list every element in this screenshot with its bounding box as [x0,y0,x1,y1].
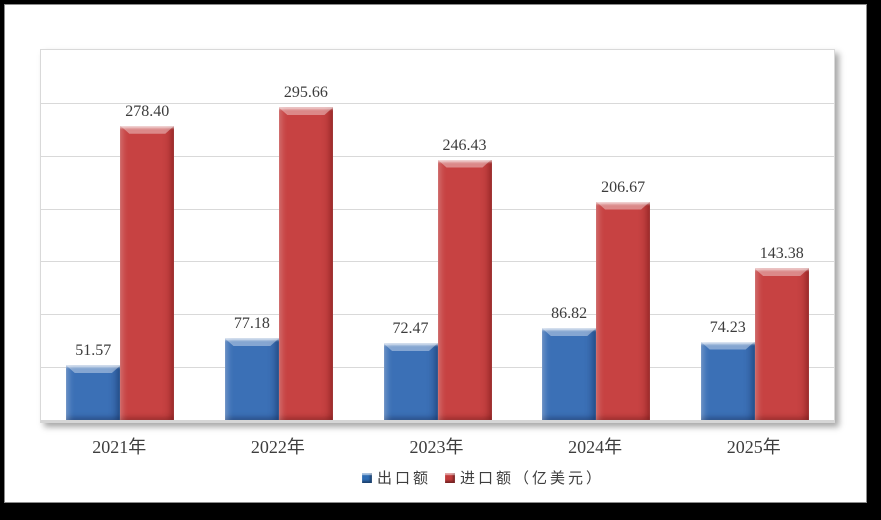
export-swatch-icon [362,472,372,483]
x-axis-label-2021年: 2021年 [92,437,147,457]
bar-import-2022年 [278,107,333,420]
bar-value-label-import-2025年: 143.38 [759,245,804,263]
x-axis-label-2022年: 2022年 [250,437,305,457]
gridline [41,155,834,157]
bar-value-label-export-2022年: 77.18 [233,315,270,333]
x-axis-label-2025年: 2025年 [726,437,781,457]
bar-value-label-export-2025年: 74.23 [709,318,746,336]
bar-value-label-export-2023年: 72.47 [392,320,429,338]
legend-label-import: 进口额（亿美元） [460,471,605,487]
bar-export-2022年 [224,338,279,420]
legend-label-export: 出口额 [377,471,432,487]
x-axis-label-2024年: 2024年 [568,437,623,457]
legend: 出口额 进口额（亿美元） [362,467,604,488]
bar-value-label-import-2023年: 246.43 [442,136,487,154]
bar-value-label-import-2024年: 206.67 [601,178,646,196]
gridline [41,102,834,104]
chart-canvas: 51.57 278.40 77.18 295.66 72.47 246.43 86.82 20… [4,4,867,503]
bar-import-2025年 [754,268,809,420]
bar-export-2023年 [383,343,438,420]
bar-import-2021年 [120,125,175,420]
bar-import-2024年 [596,201,651,420]
bar-value-label-export-2021年: 51.57 [75,342,112,360]
bar-import-2023年 [437,159,492,420]
legend-item-import: 进口额（亿美元） [445,467,604,488]
bar-value-label-export-2024年: 86.82 [551,305,588,323]
bar-export-2025年 [700,341,755,420]
bar-export-2024年 [542,328,597,420]
bar-export-2021年 [66,365,121,420]
bar-value-label-import-2022年: 295.66 [283,84,328,102]
legend-item-export: 出口额 [362,467,431,488]
bar-value-label-import-2021年: 278.40 [125,102,170,120]
x-axis-label-2023年: 2023年 [409,437,464,457]
import-swatch-icon [445,472,456,483]
plot-area: 51.57 278.40 77.18 295.66 72.47 246.43 86.82 20… [40,49,835,423]
